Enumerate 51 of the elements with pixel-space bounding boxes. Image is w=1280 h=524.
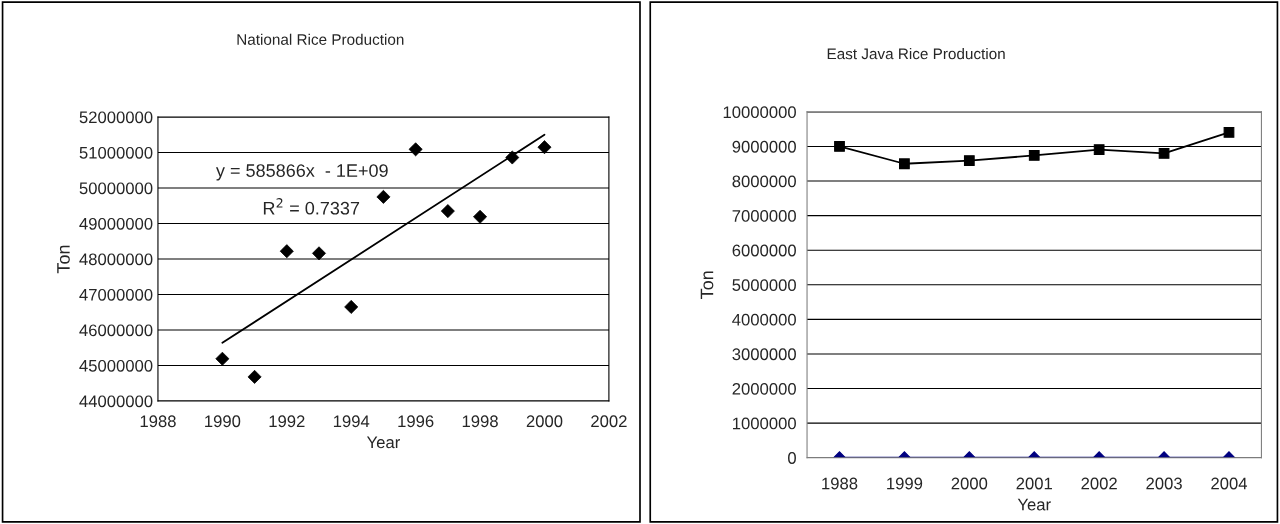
point bbox=[1028, 150, 1040, 161]
point bbox=[834, 141, 845, 152]
point bbox=[1158, 147, 1170, 159]
y-tick-label: 46000000 bbox=[79, 324, 153, 337]
x-tick-label: 1988 bbox=[140, 415, 176, 428]
x-tick-label: 1988 bbox=[822, 477, 858, 490]
y-tick-label: 8000000 bbox=[732, 175, 796, 188]
y-tick-label: 47000000 bbox=[79, 288, 153, 301]
x-tick-label: 2003 bbox=[1146, 477, 1182, 490]
x-tick-label: 1996 bbox=[398, 415, 434, 428]
y-tick-label: 3000000 bbox=[732, 348, 796, 361]
y-tick-label: 6000000 bbox=[732, 244, 796, 257]
y-tick-label: 44000000 bbox=[79, 395, 153, 408]
y-tick-label: 9000000 bbox=[732, 140, 796, 153]
x-tick-label: 2004 bbox=[1211, 477, 1248, 490]
x-tick-label: 1999 bbox=[887, 477, 923, 490]
y-axis-title: Ton bbox=[700, 271, 714, 299]
y-tick-label: 51000000 bbox=[79, 146, 153, 159]
y-tick-label: 2000000 bbox=[732, 382, 796, 395]
x-tick-label: 2002 bbox=[1081, 477, 1117, 490]
x-axis-title: Year bbox=[366, 436, 400, 449]
point bbox=[1093, 144, 1105, 155]
point bbox=[899, 158, 910, 170]
y-tick-label: 49000000 bbox=[79, 217, 153, 230]
x-tick-label: 2002 bbox=[591, 415, 627, 428]
point bbox=[963, 155, 975, 167]
y-tick-label: 48000000 bbox=[79, 253, 153, 266]
y-tick-label: 52000000 bbox=[79, 111, 153, 124]
x-tick-label: 1990 bbox=[205, 415, 241, 428]
point bbox=[376, 189, 391, 204]
x-tick-label: 1992 bbox=[269, 415, 305, 428]
x-tick-label: 1998 bbox=[462, 415, 498, 428]
chart-title: East Java Rice Production bbox=[827, 48, 1005, 60]
x-axis-title: Year bbox=[1017, 498, 1051, 511]
y-tick-label: 1000000 bbox=[733, 417, 796, 430]
annotation: R$^{2}$ = 0.7337 bbox=[263, 198, 360, 215]
y-tick-label: 5000000 bbox=[732, 279, 796, 291]
y-axis-title: Ton bbox=[57, 245, 70, 274]
y-tick-label: 45000000 bbox=[79, 359, 153, 372]
y-tick-label: 50000000 bbox=[79, 182, 153, 195]
y-tick-label: 7000000 bbox=[732, 210, 796, 222]
y-tick-label: 10000000 bbox=[723, 106, 796, 119]
x-tick-label: 2001 bbox=[1016, 477, 1052, 490]
annotation: y = 585866x - 1E+09 bbox=[215, 164, 388, 181]
x-tick-label: 1994 bbox=[333, 415, 370, 428]
x-tick-label: 2000 bbox=[526, 415, 563, 428]
x-tick-label: 2000 bbox=[951, 477, 988, 490]
y-tick-label: 4000000 bbox=[732, 313, 796, 326]
chart-title: National Rice Production bbox=[237, 33, 404, 45]
point bbox=[1223, 126, 1235, 138]
y-tick-label: 0 bbox=[788, 452, 796, 464]
